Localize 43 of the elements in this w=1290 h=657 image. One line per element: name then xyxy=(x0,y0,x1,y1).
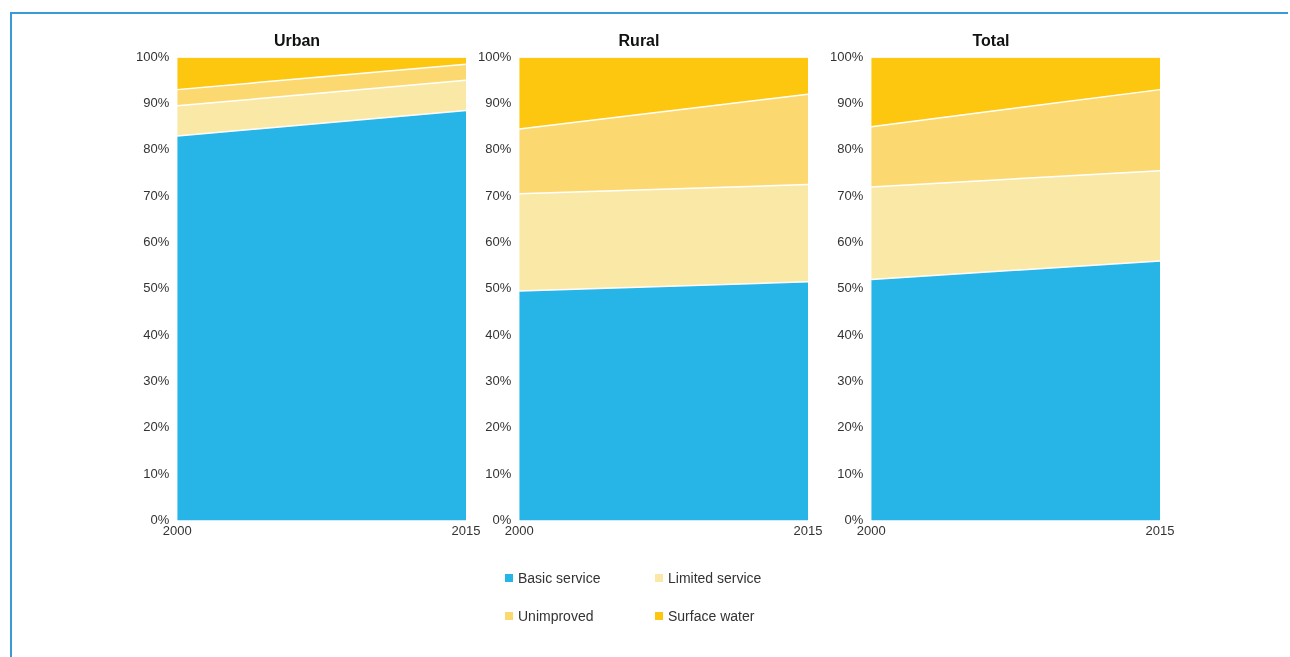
y-tick-label: 100% xyxy=(478,48,512,64)
chart-title: Urban xyxy=(273,32,321,50)
y-tick-label: 60% xyxy=(143,234,170,250)
y-tick-label: 80% xyxy=(837,141,864,157)
y-tick-label: 40% xyxy=(837,326,864,342)
legend-label: Surface water xyxy=(668,608,755,624)
x-tick-label: 2015 xyxy=(1145,522,1175,538)
y-tick-label: 90% xyxy=(837,95,864,111)
y-tick-label: 10% xyxy=(485,465,512,481)
y-tick-label: 80% xyxy=(485,141,512,157)
y-tick-label: 90% xyxy=(143,95,170,111)
y-tick-label: 20% xyxy=(143,419,170,435)
y-tick-label: 50% xyxy=(485,280,512,296)
y-tick-label: 0% xyxy=(492,511,512,527)
y-tick-label: 40% xyxy=(143,326,170,342)
y-tick-label: 0% xyxy=(844,511,864,527)
y-tick-label: 70% xyxy=(143,187,170,203)
legend-label: Unimproved xyxy=(518,608,594,624)
legend-label: Limited service xyxy=(668,570,762,586)
y-tick-label: 60% xyxy=(837,234,864,250)
y-tick-label: 20% xyxy=(485,419,512,435)
y-tick-label: 60% xyxy=(485,234,512,250)
y-tick-label: 70% xyxy=(485,187,512,203)
x-tick-label: 2015 xyxy=(451,522,481,538)
legend-label: Basic service xyxy=(518,570,601,586)
y-tick-label: 30% xyxy=(837,373,864,389)
y-tick-label: 50% xyxy=(837,280,864,296)
y-tick-label: 100% xyxy=(830,48,864,64)
y-tick-label: 0% xyxy=(150,511,170,527)
y-tick-label: 10% xyxy=(143,465,170,481)
y-tick-label: 90% xyxy=(485,95,512,111)
y-tick-label: 70% xyxy=(837,187,864,203)
y-tick-label: 30% xyxy=(143,373,170,389)
y-tick-label: 80% xyxy=(143,141,170,157)
x-tick-label: 2015 xyxy=(793,522,823,538)
y-tick-label: 30% xyxy=(485,373,512,389)
y-tick-label: 50% xyxy=(143,280,170,296)
y-tick-label: 20% xyxy=(837,419,864,435)
y-tick-label: 100% xyxy=(136,48,170,64)
chart-title: Total xyxy=(972,32,1010,50)
y-tick-label: 10% xyxy=(837,465,864,481)
chart-title: Rural xyxy=(618,32,660,50)
y-tick-label: 40% xyxy=(485,326,512,342)
